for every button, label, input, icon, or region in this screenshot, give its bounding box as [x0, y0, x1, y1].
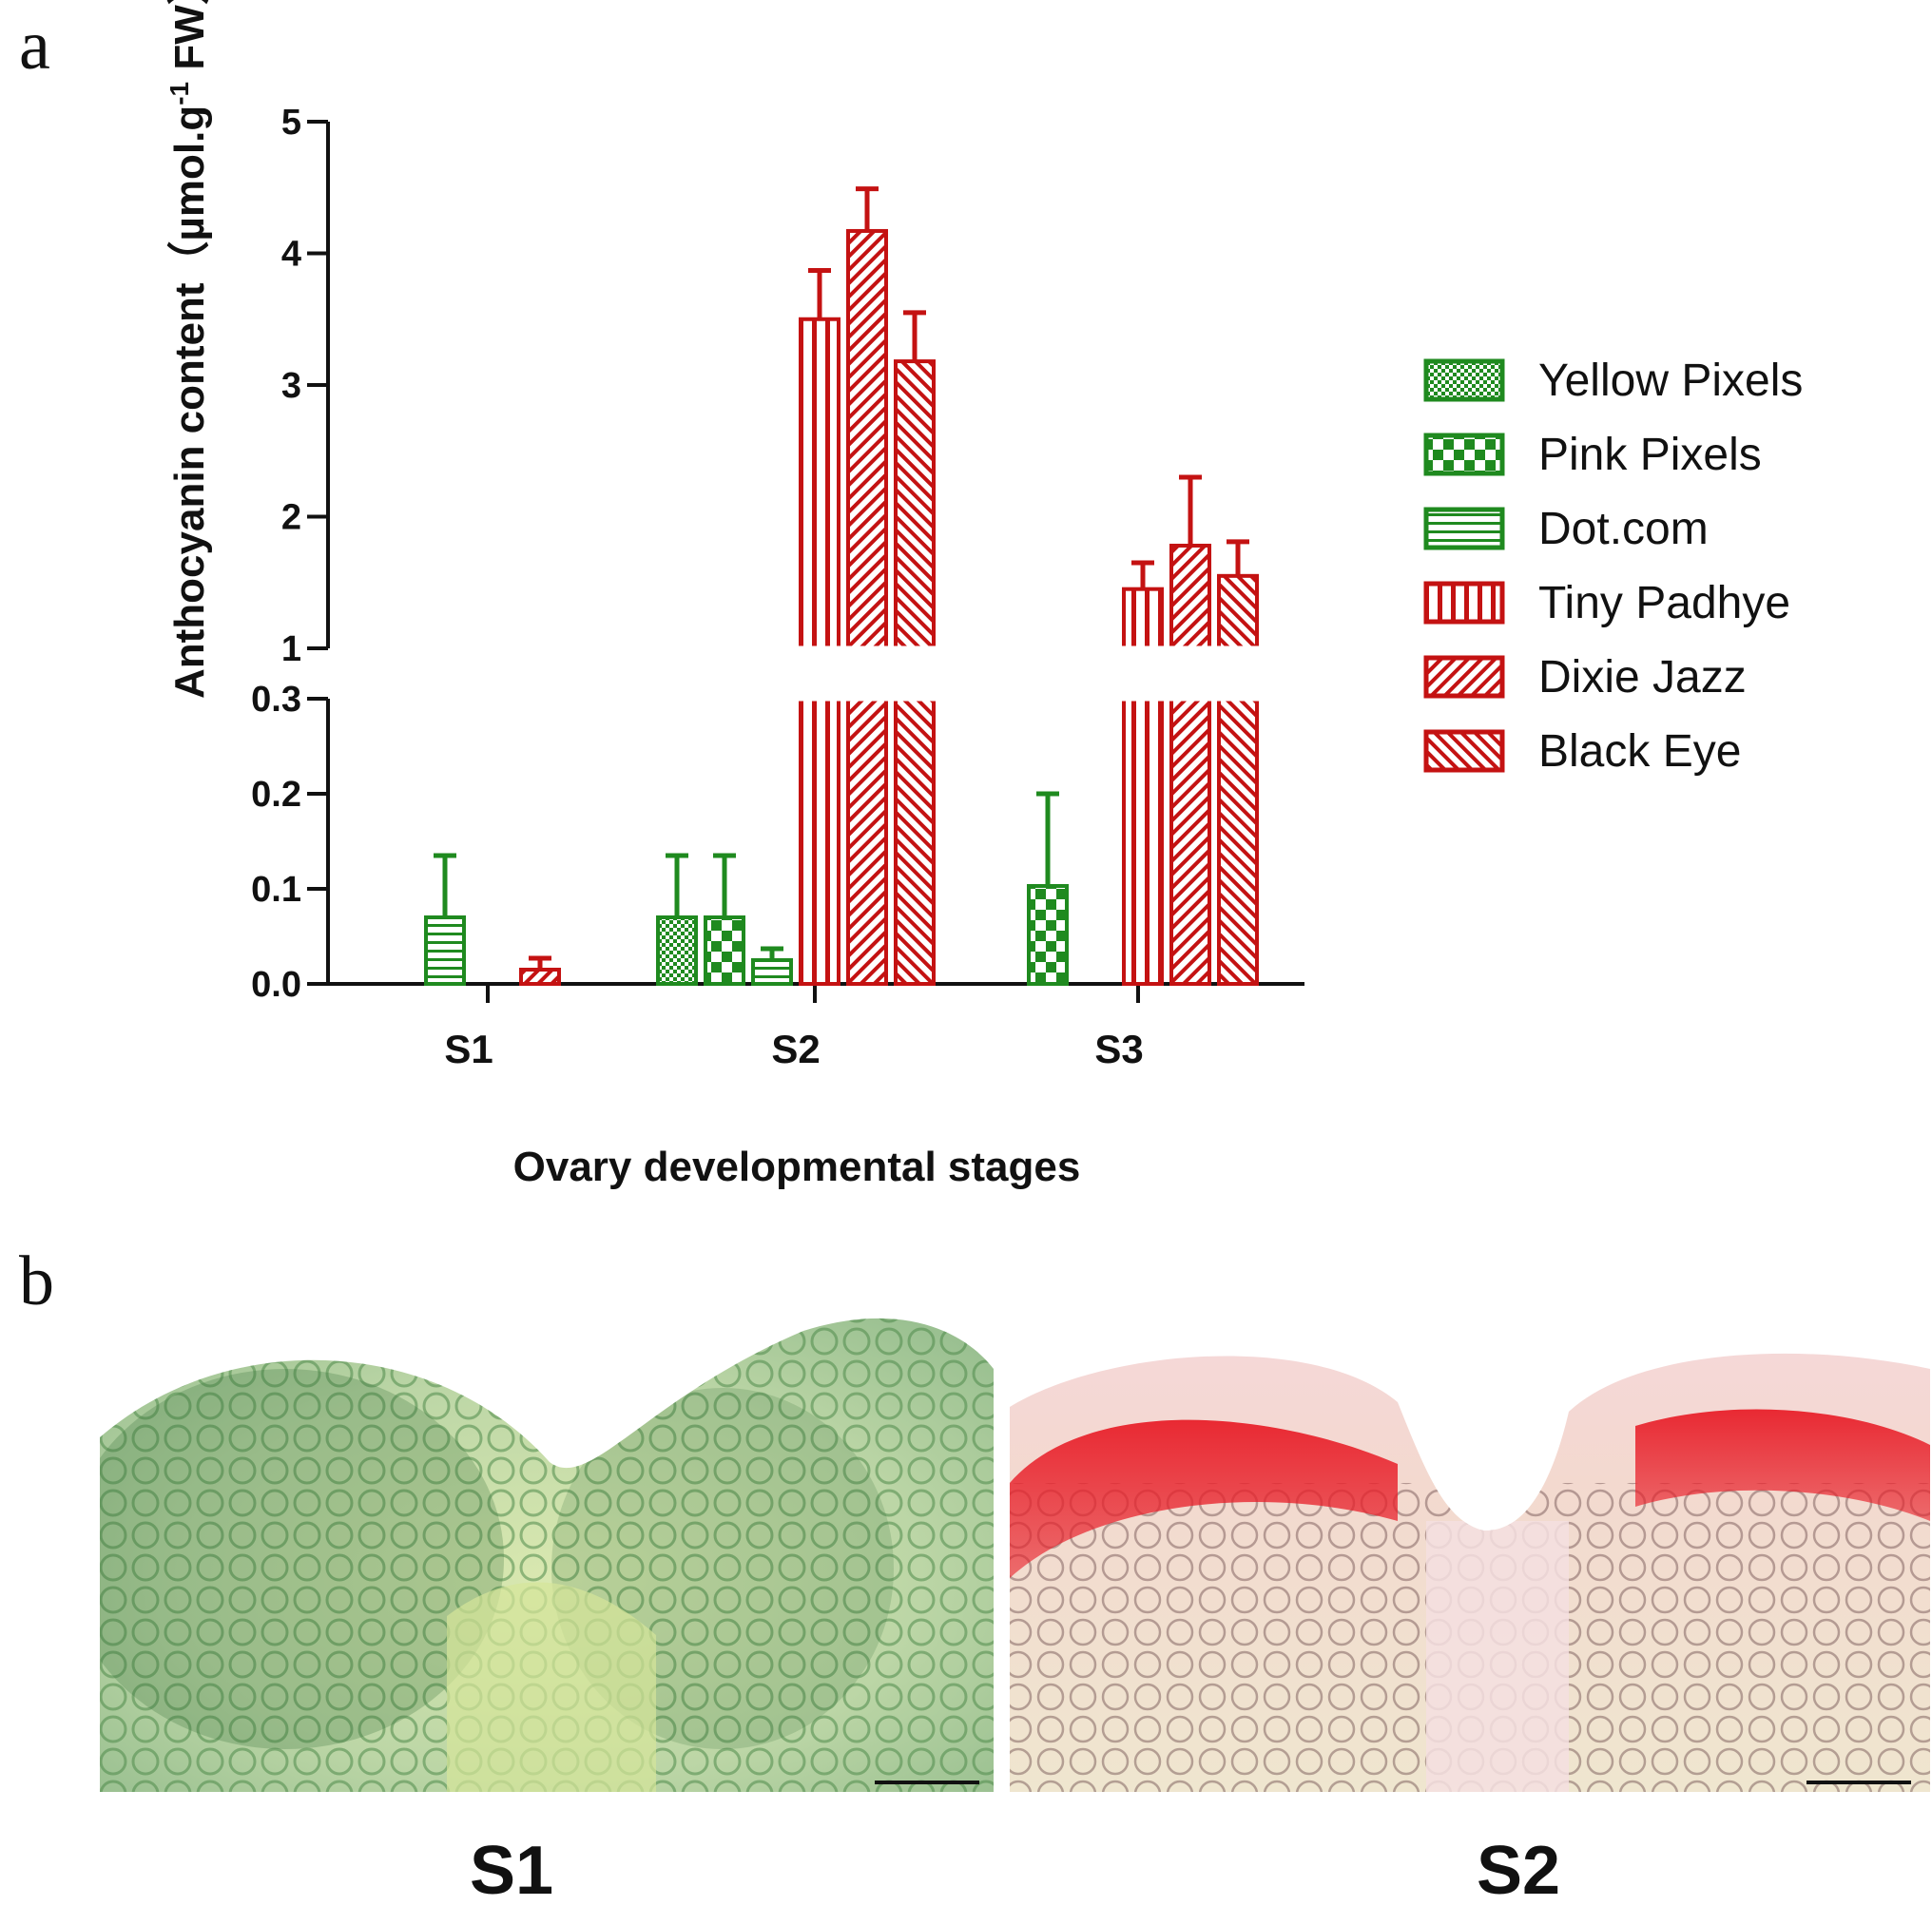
micrograph-s1 [100, 1318, 994, 1792]
chart-tick-labels: 0.0 0.1 0.2 0.3 1 2 3 4 5 S1 S2 S3 [251, 103, 1144, 1071]
legend-swatch [1423, 729, 1505, 773]
legend-swatch [1423, 433, 1505, 476]
y-axis-title-suffix: FW） [166, 0, 213, 82]
y-tick-label: 1 [281, 629, 301, 669]
bar-segment-lower [1122, 697, 1164, 986]
y-tick-label: 3 [281, 366, 301, 406]
bar-rect [424, 915, 466, 986]
bar-segment-lower [1217, 697, 1259, 986]
y-tick-label: 0.3 [251, 680, 301, 720]
panel-label-b: b [19, 1242, 54, 1320]
x-tick-label: S2 [771, 1027, 820, 1071]
y-tick-label: 5 [281, 103, 301, 143]
micrograph-label-s1: S1 [470, 1833, 553, 1906]
bar [1216, 539, 1260, 986]
legend-swatch [1423, 581, 1505, 625]
y-tick-label: 0.0 [251, 965, 301, 1005]
legend-item: Pink Pixels [1423, 430, 1762, 480]
bar-segment-lower [799, 697, 840, 986]
chart-legend: Yellow Pixels Pink Pixels Dot.com Tiny Pad… [1423, 356, 1803, 777]
legend-label: Yellow Pixels [1538, 356, 1803, 406]
bar-segment-upper [1169, 543, 1211, 650]
y-tick-label: 0.1 [251, 870, 301, 910]
micrograph-s2 [1010, 1353, 1930, 1792]
bar [656, 853, 698, 986]
legend-label: Pink Pixels [1538, 430, 1762, 480]
bar [893, 310, 937, 986]
y-tick-label: 0.2 [251, 775, 301, 815]
panel-label-a: a [19, 7, 50, 85]
bar-segment-upper [894, 359, 936, 650]
bar-rect [1027, 884, 1069, 986]
legend-label: Dixie Jazz [1538, 652, 1747, 703]
bar-segment-upper [1122, 587, 1164, 650]
legend-item: Black Eye [1423, 726, 1741, 777]
bar-rect [656, 915, 698, 986]
legend-item: Tiny Padhye [1423, 578, 1790, 628]
bar-rect [704, 915, 745, 986]
bar [519, 955, 561, 986]
y-axis-title-sup: -1 [164, 82, 194, 106]
y-tick-label: 2 [281, 498, 301, 538]
bar [751, 946, 793, 986]
y-tick-label: 4 [281, 235, 301, 275]
legend-swatch [1423, 655, 1505, 699]
legend-label: Dot.com [1538, 504, 1709, 554]
x-tick-label: S3 [1094, 1027, 1143, 1071]
bar-segment-lower [1169, 697, 1211, 986]
bar-rect [519, 968, 561, 986]
bar-segment-lower [846, 697, 888, 986]
bar [1121, 560, 1165, 986]
bar-segment-lower [894, 697, 936, 986]
bar-segment-upper [799, 317, 840, 650]
legend-item: Yellow Pixels [1423, 356, 1803, 406]
micrograph-label-s2: S2 [1477, 1833, 1560, 1906]
legend-swatch [1423, 358, 1505, 402]
bar-segment-upper [1217, 573, 1259, 651]
legend-swatch [1423, 507, 1505, 550]
bar [704, 853, 745, 986]
legend-item: Dixie Jazz [1423, 652, 1747, 703]
bar [1169, 474, 1212, 986]
legend-item: Dot.com [1423, 504, 1709, 554]
bar [798, 268, 841, 986]
bar [424, 853, 466, 986]
legend-label: Tiny Padhye [1538, 578, 1790, 628]
y-axis-title: Anthocyanin content（µmol.g-1 FW） [164, 0, 213, 699]
bar [845, 186, 889, 986]
chart-bars [424, 186, 1260, 986]
legend-label: Black Eye [1538, 726, 1741, 777]
bar-segment-upper [846, 228, 888, 651]
bar-rect [751, 958, 793, 986]
bar [1027, 791, 1069, 986]
x-tick-label: S1 [444, 1027, 493, 1071]
y-axis-title-prefix: Anthocyanin content（µmol.g [166, 106, 213, 699]
x-axis-title: Ovary developmental stages [513, 1144, 1081, 1190]
